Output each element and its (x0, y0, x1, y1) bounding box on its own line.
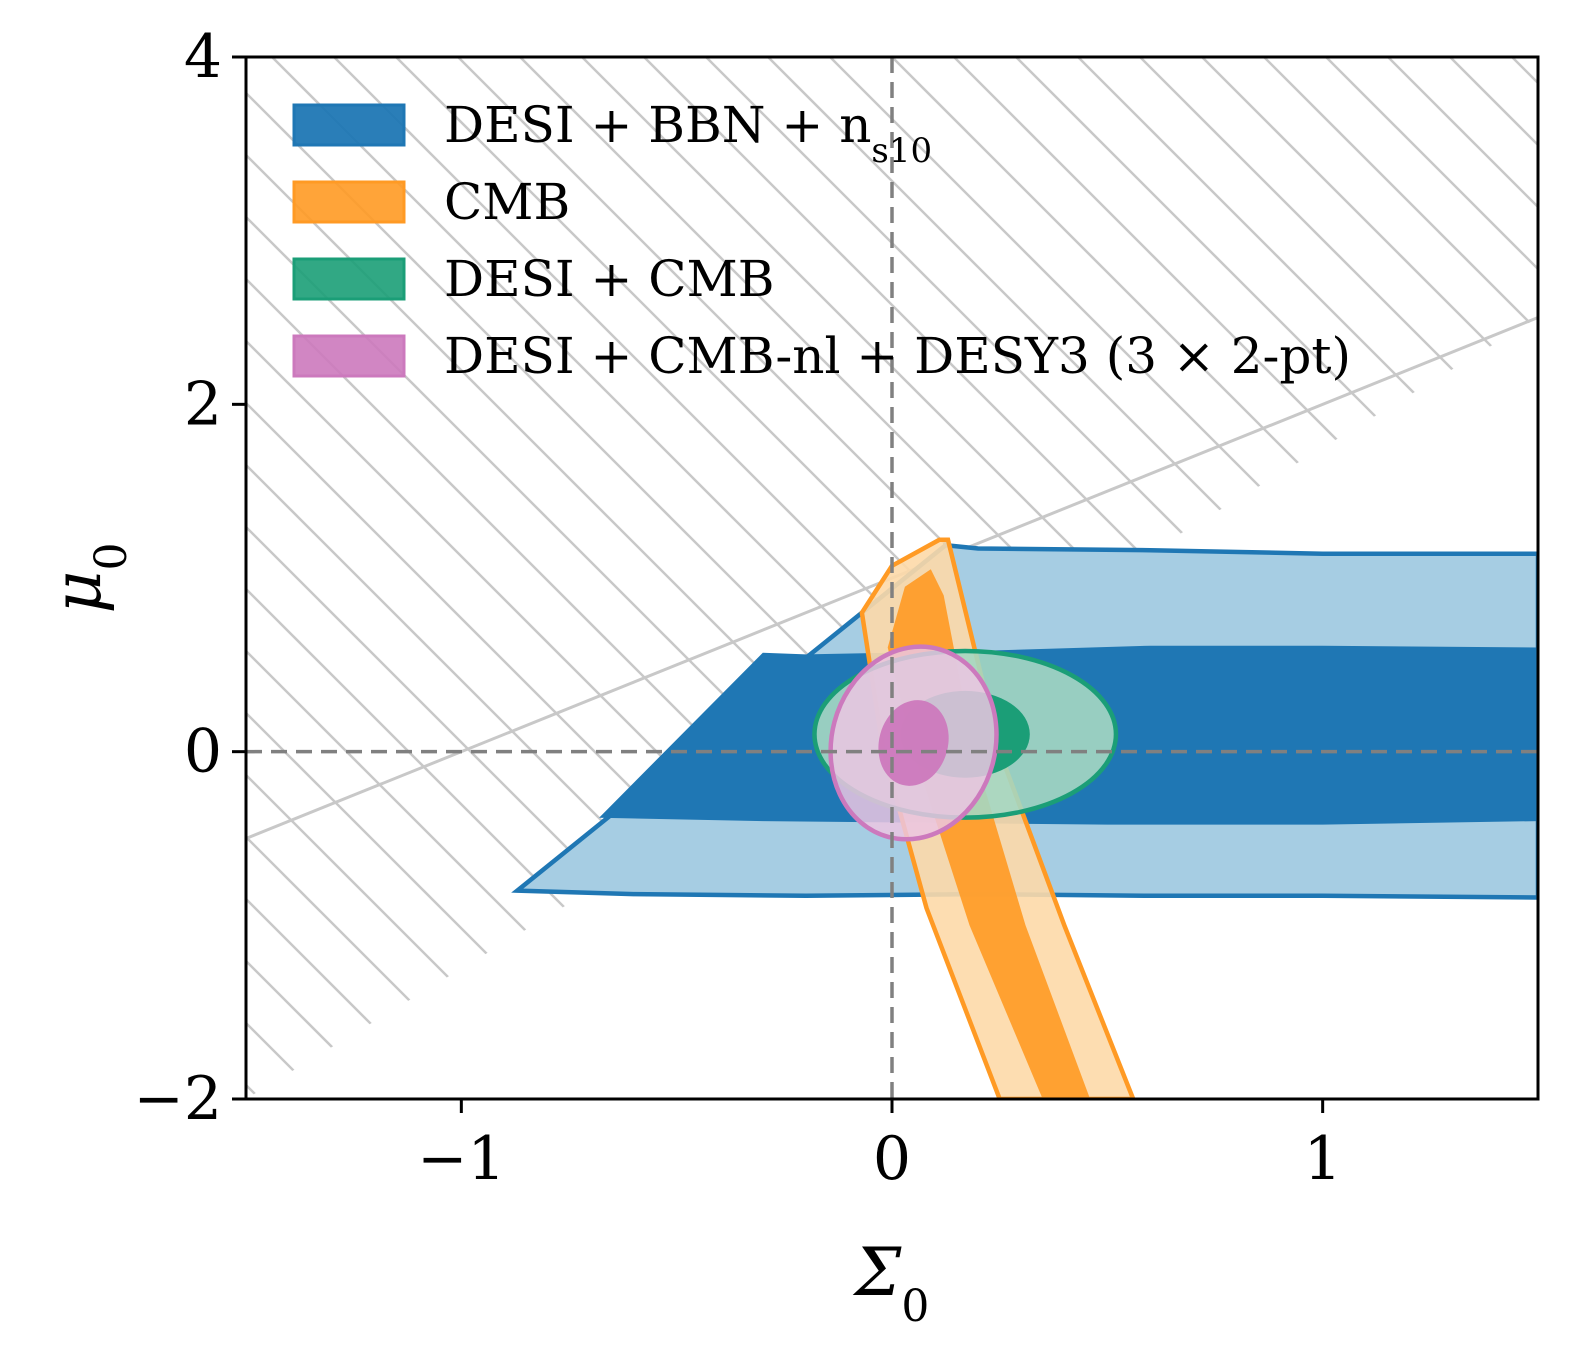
hatch-line (246, 57, 629, 1099)
contour-layer (511, 537, 1538, 1099)
hatch-line (1263, 57, 1538, 1099)
contour-desi-cmbnl-desy3 (828, 644, 999, 842)
legend-swatch (292, 180, 406, 224)
legend-entry: CMB (292, 173, 570, 231)
hatch-line (246, 57, 443, 1099)
axes: −1 0 1 −2 0 2 4 Σ0 μ0 (39, 22, 1540, 1332)
legend-swatch (292, 257, 406, 301)
legend-swatch (292, 103, 406, 147)
y-tick: −2 (134, 1064, 246, 1134)
contour-desy3-68 (878, 700, 949, 786)
y-axis-label-sub: 0 (86, 543, 137, 571)
legend-label-sub: s10 (871, 131, 932, 171)
y-tick-label: 0 (184, 717, 222, 787)
x-tick-label: 1 (1304, 1124, 1342, 1194)
x-tick-label: 0 (873, 1124, 911, 1194)
hatch-line (0, 57, 8, 1157)
hatch-line (1325, 57, 1538, 1099)
x-tick: −1 (417, 1099, 506, 1194)
x-tick-label: −1 (417, 1124, 505, 1194)
y-axis-label: μ0 (39, 543, 137, 614)
x-axis-label-sub: 0 (901, 1281, 929, 1332)
y-tick-label: 2 (184, 369, 222, 439)
y-tick-label: 4 (184, 22, 222, 92)
x-axis-label: Σ0 (853, 1234, 930, 1332)
legend-label: CMB (444, 173, 570, 231)
hatch-line (1077, 57, 1538, 1099)
hatch-line (1139, 57, 1538, 1099)
hatch-line (246, 57, 505, 1099)
y-tick: 0 (184, 717, 246, 787)
hatch-line (1201, 57, 1538, 1099)
y-tick: 2 (184, 369, 246, 439)
x-tick: 1 (1304, 1099, 1342, 1194)
legend-entry: DESI + CMB (292, 250, 774, 308)
hatch-line (1574, 57, 1579, 1157)
legend-swatch (292, 334, 406, 378)
legend-entry: DESI + CMB-nl + DESY3 (3 × 2-pt) (292, 327, 1351, 385)
legend-label: DESI + CMB (444, 250, 774, 308)
reference-lines (246, 57, 1538, 1099)
y-tick-label: −2 (134, 1064, 222, 1134)
hatch-line (1015, 57, 1538, 1099)
y-tick: 4 (184, 22, 246, 92)
hatch-line (246, 57, 567, 1099)
x-tick: 0 (873, 1099, 911, 1194)
legend-label: DESI + CMB-nl + DESY3 (3 × 2-pt) (444, 327, 1351, 385)
